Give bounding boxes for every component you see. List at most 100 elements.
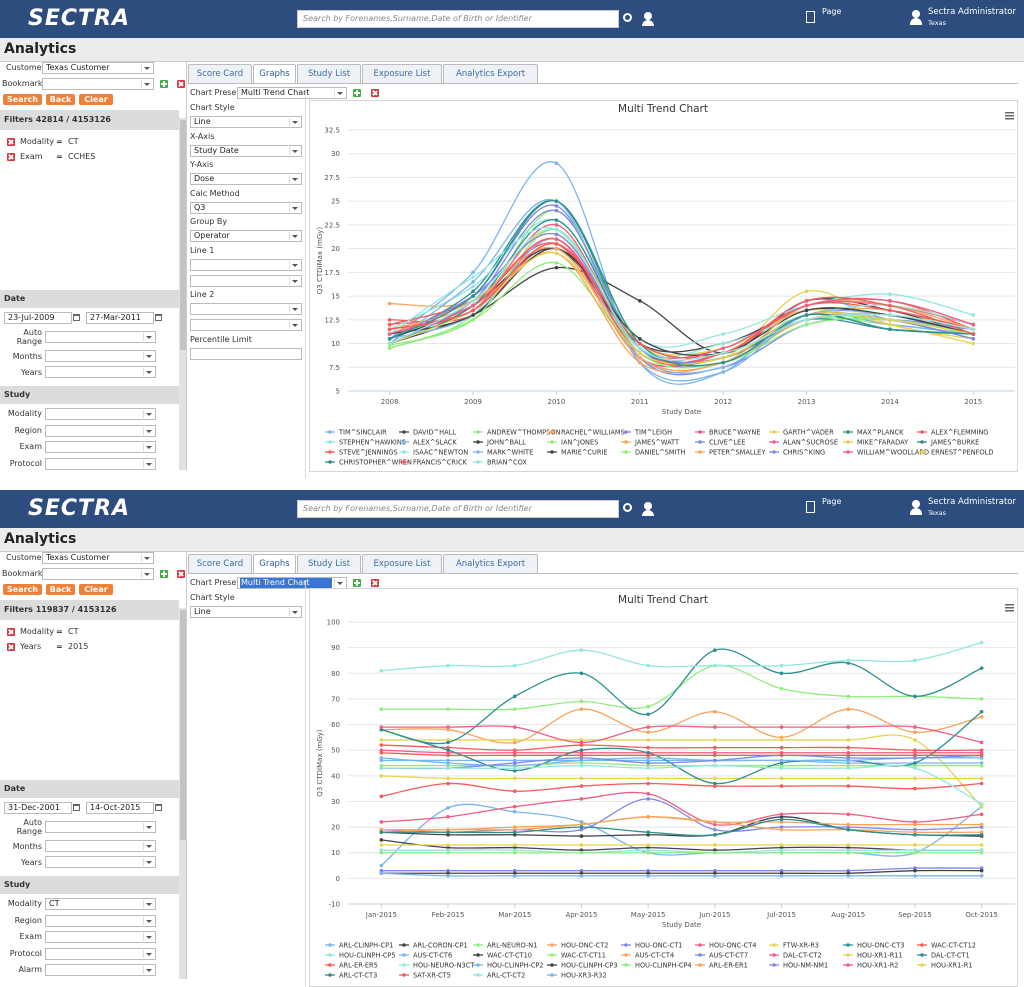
date-field-label: Months <box>12 351 42 361</box>
user-name: Sectra Administrator <box>928 497 1016 507</box>
date-field-select[interactable] <box>45 840 156 852</box>
date-field-select[interactable] <box>45 331 156 343</box>
add-preset[interactable] <box>353 89 361 97</box>
customer-select[interactable]: Texas Customer <box>42 62 154 74</box>
remove-filter[interactable] <box>7 138 15 146</box>
study-field-select[interactable] <box>45 441 156 453</box>
date-field-select[interactable] <box>45 366 156 378</box>
config-label: Line 2 <box>190 290 215 299</box>
customer-select[interactable]: Texas Customer <box>42 552 154 564</box>
config-input[interactable] <box>190 303 302 315</box>
date-to[interactable]: 14-Oct-2015 <box>86 802 154 814</box>
study-field-select[interactable] <box>45 964 156 976</box>
user-location: Texas <box>928 19 946 27</box>
config-input[interactable] <box>190 274 302 287</box>
config-input[interactable]: Line <box>190 606 302 618</box>
search-icon[interactable] <box>623 503 632 512</box>
date-header: Date <box>0 290 179 308</box>
study-field-select[interactable] <box>45 457 156 470</box>
preset-value: Multi Trend Chart <box>241 88 310 97</box>
page-link[interactable]: Page <box>822 497 842 506</box>
study-field-label: Region <box>14 425 42 435</box>
search-box[interactable]: Search by Forenames,Surname,Date of Birt… <box>297 10 619 28</box>
date-field-select[interactable] <box>45 821 156 833</box>
remove-filter[interactable] <box>7 628 15 636</box>
tab[interactable]: Study List <box>297 554 361 573</box>
study-field-select[interactable] <box>45 408 156 420</box>
config-input[interactable] <box>190 347 302 360</box>
study-field-select[interactable] <box>45 947 156 960</box>
add-patient-icon <box>644 502 652 510</box>
filter-value: CT <box>68 627 79 636</box>
config-input[interactable]: Study Date <box>190 144 302 157</box>
preset-select[interactable] <box>237 87 347 99</box>
button[interactable]: Back <box>46 94 75 105</box>
filter-field: Modality <box>20 137 55 146</box>
calendar-icon[interactable] <box>73 314 80 321</box>
bookmarks-label: Bookmarks <box>2 79 47 88</box>
scrollbar-thumb <box>180 120 186 350</box>
date-from[interactable]: 23-Jul-2009 <box>4 312 72 324</box>
button[interactable]: Clear <box>79 584 113 595</box>
button[interactable]: Back <box>46 584 75 595</box>
calendar-icon[interactable] <box>155 314 162 321</box>
remove-filter[interactable] <box>7 643 15 651</box>
date-field-select[interactable] <box>45 350 156 362</box>
config-label: Calc Method <box>190 188 240 198</box>
button[interactable]: Clear <box>79 94 113 105</box>
user-icon-body <box>910 508 922 515</box>
tab[interactable]: Graphs <box>253 64 296 84</box>
study-field-select[interactable]: CT <box>45 898 156 910</box>
study-field-label: Modality <box>7 899 42 908</box>
calendar-icon[interactable] <box>155 804 162 811</box>
add-patient-icon <box>644 12 652 20</box>
customer-label: Customer <box>6 63 45 72</box>
tab[interactable]: Score Card <box>188 64 252 83</box>
delete-bookmark[interactable] <box>177 570 185 578</box>
date-field-select[interactable] <box>45 856 156 868</box>
study-header: Study <box>0 876 179 894</box>
study-header: Study <box>0 386 179 404</box>
study-field-select[interactable] <box>45 914 156 927</box>
bookmarks-select[interactable] <box>42 78 154 90</box>
search-icon[interactable] <box>623 13 632 22</box>
delete-bookmark[interactable] <box>177 80 185 88</box>
add-bookmark[interactable] <box>160 570 168 578</box>
config-input[interactable]: Line <box>190 116 302 128</box>
tab[interactable]: Graphs <box>253 554 296 574</box>
chart-frame <box>309 588 1018 987</box>
add-bookmark[interactable] <box>160 80 168 88</box>
bookmarks-label: Bookmarks <box>2 569 47 578</box>
filters-header: Filters 119837 / 4153126 <box>0 600 179 620</box>
calendar-icon[interactable] <box>73 804 80 811</box>
date-from[interactable]: 31-Dec-2001 <box>4 802 72 814</box>
delete-preset[interactable] <box>371 579 379 587</box>
tab[interactable]: Exposure List <box>362 64 442 83</box>
button[interactable]: Search <box>3 584 42 595</box>
tab[interactable]: Analytics Export <box>443 64 538 83</box>
config-input[interactable]: Q3 <box>190 201 302 214</box>
title-bar <box>0 528 1024 552</box>
study-field-select[interactable] <box>45 424 156 437</box>
config-input[interactable] <box>190 258 302 271</box>
date-to[interactable]: 27-Mar-2011 <box>86 312 154 324</box>
tab[interactable]: Analytics Export <box>443 554 538 573</box>
date-field-label: Auto Range <box>16 328 42 346</box>
search-box[interactable]: Search by Forenames,Surname,Date of Birt… <box>297 500 619 518</box>
page-link[interactable]: Page <box>822 7 842 16</box>
delete-preset[interactable] <box>371 89 379 97</box>
tab[interactable]: Score Card <box>188 554 252 573</box>
study-field-select[interactable] <box>45 931 156 943</box>
bookmarks-select[interactable] <box>42 568 154 580</box>
tab[interactable]: Study List <box>297 64 361 83</box>
config-input[interactable]: Operator <box>190 230 302 242</box>
tab[interactable]: Exposure List <box>362 554 442 573</box>
config-label: Y-Axis <box>190 160 214 169</box>
config-input[interactable] <box>190 319 302 331</box>
logo: SECTRA <box>28 496 130 521</box>
config-input[interactable]: Dose <box>190 173 302 185</box>
user-location: Texas <box>928 509 946 517</box>
add-preset[interactable] <box>353 579 361 587</box>
button[interactable]: Search <box>3 94 42 105</box>
remove-filter[interactable] <box>7 153 15 161</box>
